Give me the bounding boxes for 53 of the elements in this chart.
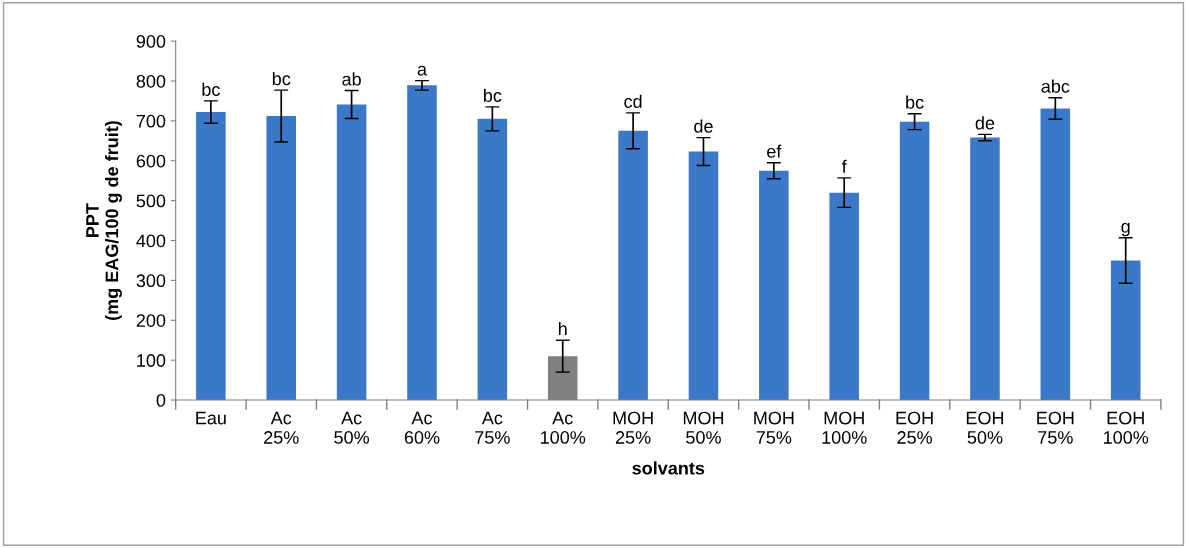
data-label: abc [1041, 79, 1070, 93]
x-tick-label: Ac 75% [475, 411, 510, 444]
y-tick-label: 600 [136, 154, 166, 168]
y-tick-label: 200 [136, 314, 166, 327]
bar [1110, 260, 1141, 401]
x-tick-label: MOH 75% [754, 411, 794, 444]
x-tick-label: Ac 60% [404, 411, 440, 444]
data-label: de [694, 119, 713, 133]
bar [970, 137, 1000, 401]
bar [1040, 108, 1071, 401]
bar [266, 116, 297, 401]
x-tick-label: EOH 100% [1103, 411, 1149, 444]
data-label: bc [202, 82, 220, 96]
x-tick-label: Eau [196, 411, 226, 425]
x-tick-label: MOH 100% [822, 411, 867, 444]
x-tick-label: MOH 25% [613, 411, 653, 444]
data-label: a [417, 65, 427, 76]
data-label: bc [272, 71, 291, 86]
x-axis-title: solvants [632, 461, 705, 475]
bar [407, 85, 437, 401]
bar [899, 121, 930, 401]
y-tick-label: 700 [136, 114, 166, 128]
y-tick-label: 300 [136, 274, 166, 288]
y-tick-label: 800 [136, 74, 166, 88]
x-tick-label: Ac 100% [541, 411, 586, 444]
x-tick-label: Ac 25% [264, 411, 299, 444]
y-tick-label: 900 [136, 35, 166, 48]
y-tick-label: 500 [136, 194, 166, 208]
bar [477, 118, 508, 401]
y-tick-label: 0 [156, 393, 166, 407]
bar [688, 151, 719, 401]
bar [618, 130, 648, 401]
data-label: bc [906, 95, 924, 109]
data-label: ab [342, 72, 361, 86]
bar [196, 112, 226, 401]
x-tick-label: Ac 50% [334, 411, 370, 444]
y-tick-label: 400 [136, 234, 166, 248]
x-tick-label: EOH 75% [1037, 411, 1074, 444]
data-label: h [558, 322, 567, 336]
bar [759, 170, 789, 401]
bar [829, 192, 859, 401]
data-label: ef [767, 144, 782, 158]
data-label: g [1121, 222, 1130, 237]
data-label: bc [483, 88, 502, 102]
x-tick-label: MOH 50% [683, 411, 724, 444]
data-label: cd [624, 94, 642, 108]
bar [336, 104, 367, 401]
x-tick-label: EOH 25% [896, 411, 933, 444]
y-tick-label: 100 [137, 354, 166, 367]
data-label: de [975, 116, 995, 130]
data-label: f [841, 159, 847, 173]
y-axis-title: PPT (mg EAG/100 g de fruit) [86, 121, 122, 320]
x-tick-label: EOH 50% [966, 411, 1004, 444]
